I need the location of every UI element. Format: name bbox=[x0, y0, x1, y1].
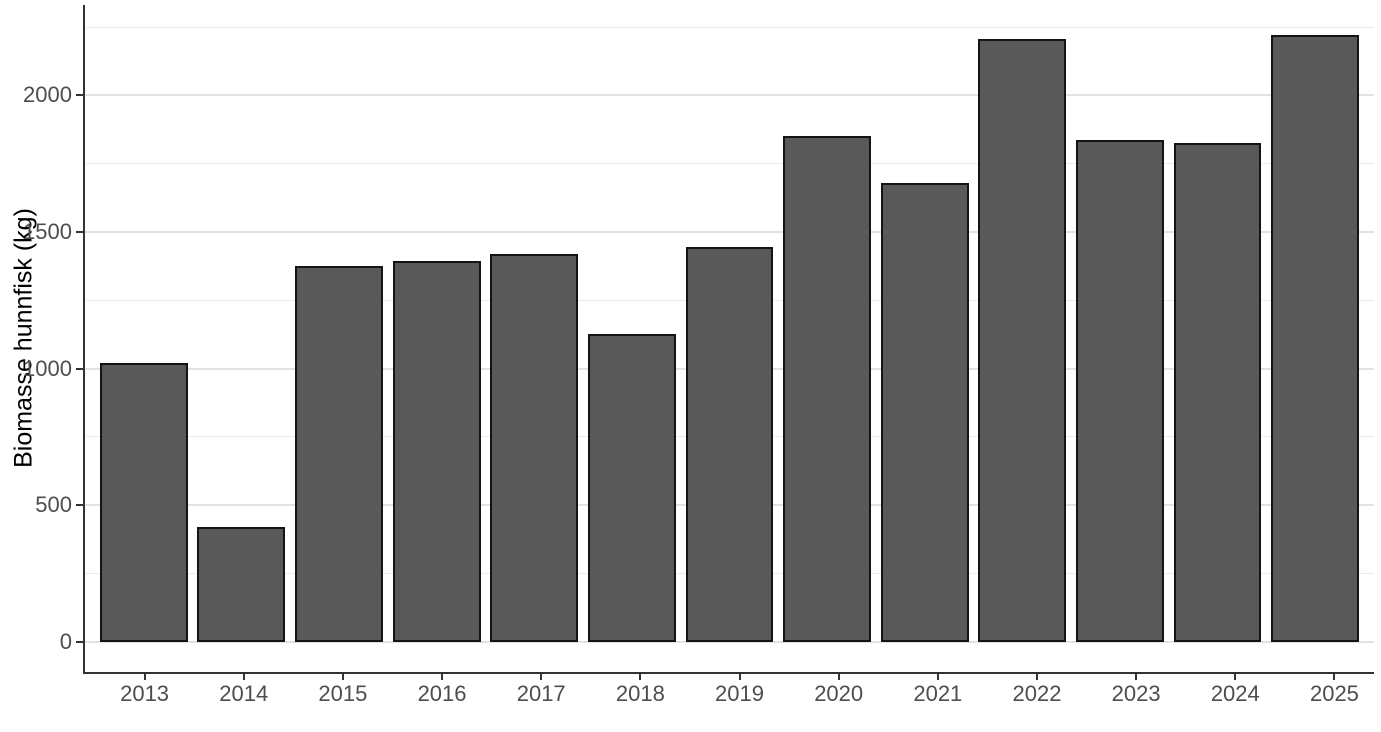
x-tick bbox=[1135, 674, 1138, 680]
plot-panel bbox=[83, 5, 1374, 674]
bar-2023 bbox=[1075, 140, 1164, 642]
bar-slot bbox=[681, 5, 779, 672]
x-tick-label: 2022 bbox=[1012, 681, 1062, 706]
bar-2017 bbox=[490, 253, 579, 642]
x-tick-label: 2024 bbox=[1210, 681, 1260, 706]
x-axis-cell: 2014 bbox=[194, 674, 293, 706]
y-tick-label: 1500 bbox=[23, 218, 72, 244]
bar-slot bbox=[290, 5, 388, 672]
x-tick-label: 2014 bbox=[219, 681, 269, 706]
x-tick-label: 2016 bbox=[417, 681, 467, 706]
x-tick bbox=[639, 674, 642, 680]
y-tick bbox=[76, 504, 83, 507]
x-axis-cell: 2018 bbox=[591, 674, 690, 706]
x-tick-label: 2015 bbox=[318, 681, 368, 706]
gridline-major bbox=[85, 640, 1374, 643]
x-tick-label: 2025 bbox=[1309, 681, 1359, 706]
x-axis-cell: 2022 bbox=[987, 674, 1086, 706]
x-axis-cell: 2017 bbox=[492, 674, 591, 706]
x-tick-label: 2020 bbox=[814, 681, 864, 706]
y-tick bbox=[76, 640, 83, 643]
bar-2018 bbox=[587, 334, 676, 642]
gridline-major bbox=[85, 94, 1374, 97]
x-axis: 2013 2014 2015 2016 2017 2018 2019 2020 2021 2022… bbox=[85, 674, 1381, 706]
x-tick bbox=[441, 674, 444, 680]
bar-slot bbox=[583, 5, 681, 672]
gridline-major bbox=[85, 230, 1374, 233]
bar-2015 bbox=[295, 266, 383, 642]
bars-row bbox=[85, 5, 1374, 672]
y-tick-label: 2000 bbox=[23, 82, 72, 108]
x-axis-cell: 2025 bbox=[1285, 674, 1381, 706]
x-axis-cell: 2016 bbox=[392, 674, 491, 706]
bar-slot bbox=[876, 5, 974, 672]
gridline-minor bbox=[85, 163, 1374, 165]
x-axis-cell: 2024 bbox=[1186, 674, 1285, 706]
y-tick-label: 0 bbox=[59, 628, 72, 654]
x-tick bbox=[242, 674, 245, 680]
bar-2013 bbox=[99, 363, 188, 642]
y-tick-label: 500 bbox=[35, 492, 72, 518]
x-axis-line bbox=[83, 672, 1374, 674]
x-axis-cell: 2020 bbox=[789, 674, 888, 706]
bar-slot bbox=[193, 5, 291, 672]
y-tick bbox=[76, 94, 83, 97]
x-axis-cell: 2015 bbox=[293, 674, 392, 706]
bar-2025 bbox=[1271, 35, 1360, 642]
bar-slot bbox=[95, 5, 193, 672]
x-tick bbox=[1035, 674, 1038, 680]
x-tick bbox=[540, 674, 543, 680]
bar-2021 bbox=[880, 182, 969, 642]
x-axis-cell: 2021 bbox=[888, 674, 987, 706]
x-tick-label: 2013 bbox=[120, 681, 170, 706]
bar-2020 bbox=[783, 136, 871, 642]
bar-slot bbox=[388, 5, 486, 672]
bar-2022 bbox=[978, 39, 1067, 642]
bar-slot bbox=[485, 5, 583, 672]
y-axis-line bbox=[83, 5, 85, 674]
x-tick-label: 2023 bbox=[1111, 681, 1161, 706]
bar-slot bbox=[778, 5, 876, 672]
x-tick-label: 2021 bbox=[913, 681, 963, 706]
x-tick bbox=[1234, 674, 1237, 680]
bar-2016 bbox=[392, 260, 481, 642]
x-tick bbox=[936, 674, 939, 680]
bar-slot bbox=[1169, 5, 1267, 672]
bar-slot bbox=[1266, 5, 1364, 672]
x-tick-label: 2018 bbox=[615, 681, 665, 706]
x-axis-cell: 2023 bbox=[1087, 674, 1186, 706]
bar-slot bbox=[1071, 5, 1169, 672]
bar-2019 bbox=[685, 247, 774, 642]
x-tick-label: 2019 bbox=[715, 681, 764, 706]
x-tick bbox=[738, 674, 741, 680]
x-axis-cell: 2013 bbox=[95, 674, 194, 706]
y-tick bbox=[76, 230, 83, 233]
bar-2014 bbox=[197, 526, 286, 642]
gridline-minor bbox=[85, 26, 1374, 28]
y-tick bbox=[76, 367, 83, 370]
bar-slot bbox=[973, 5, 1071, 672]
x-tick-label: 2017 bbox=[516, 681, 566, 706]
y-axis: 0 500 1000 1500 2000 bbox=[0, 5, 83, 672]
x-tick bbox=[1333, 674, 1336, 680]
x-axis-cell: 2019 bbox=[690, 674, 789, 706]
x-tick bbox=[341, 674, 344, 680]
y-tick-label: 1000 bbox=[23, 355, 72, 381]
x-tick bbox=[837, 674, 840, 680]
x-tick bbox=[143, 674, 146, 680]
bar-2024 bbox=[1173, 143, 1262, 642]
